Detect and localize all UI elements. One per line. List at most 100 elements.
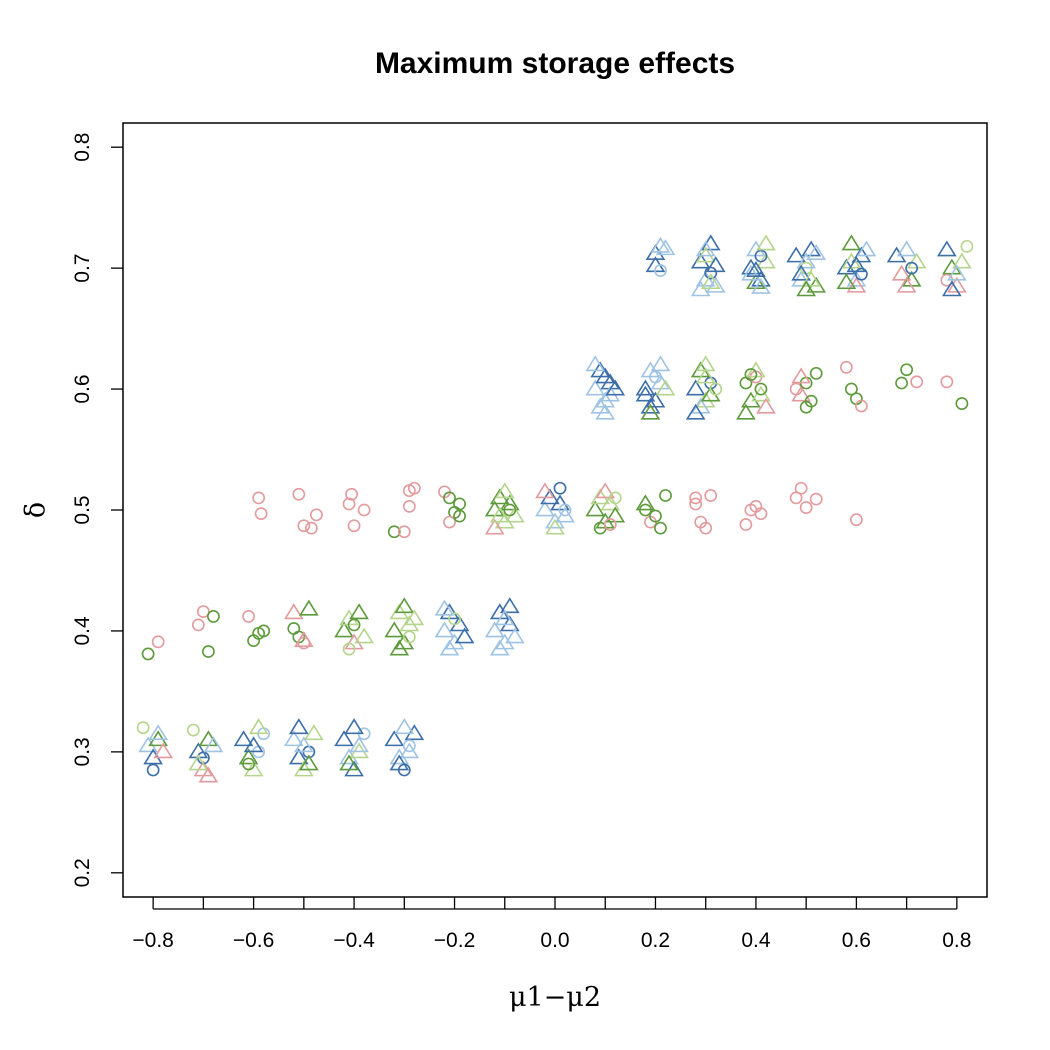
data-point [855,267,868,281]
data-point [294,736,314,753]
data-point [153,742,174,759]
data-point [799,501,813,514]
data-point [856,240,877,257]
data-point [608,491,622,505]
data-point [796,280,816,297]
data-point [287,622,301,635]
x-tick-label: 0.2 [641,929,670,952]
y-axis: 0.2 0.3 0.4 0.5 0.6 0.7 0.8 [71,133,123,887]
data-point [585,500,606,517]
data-point [585,355,606,372]
data-point [896,276,917,293]
data-point [791,385,811,402]
data-point [650,236,671,253]
data-point [345,487,358,501]
data-point [558,503,572,517]
data-point [736,403,756,420]
data-point [141,647,155,661]
data-point [756,234,776,251]
data-point [895,376,909,390]
data-point [188,754,209,771]
x-tick-label: 0.4 [741,929,771,952]
data-point [489,506,510,523]
data-point [394,597,415,614]
data-point [397,525,411,539]
data-point [705,276,726,293]
data-point [389,639,410,656]
data-point [739,518,753,531]
data-point [603,518,617,531]
data-point [555,506,575,523]
data-point [836,273,857,290]
data-point [900,363,914,377]
data-point [704,266,718,280]
y-tick-label: 0.2 [71,858,94,887]
data-point [695,240,716,257]
data-point [354,627,374,644]
data-point [196,605,210,618]
data-point [595,482,616,499]
data-point [791,264,811,281]
data-point [407,481,421,495]
data-point [891,264,912,281]
y-tick-label: 0.3 [71,737,94,766]
x-tick-label: −0.4 [333,929,375,952]
data-point [402,739,416,753]
data-point [791,367,811,384]
x-tick-label: −0.8 [132,929,173,952]
data-point [801,270,822,287]
data-point [434,599,455,616]
data-point [841,234,862,251]
data-point [283,730,304,747]
data-point [344,718,364,735]
data-point [201,645,215,658]
data-point [640,403,661,420]
data-point [238,748,259,765]
data-point [801,240,822,257]
data-point [605,379,626,396]
data-point [649,509,662,523]
data-point [292,487,306,501]
y-tick-label: 0.4 [71,616,94,646]
x-tick-label: −0.2 [434,929,475,952]
data-point [207,610,220,623]
data-point [404,609,425,626]
data-point [297,519,311,533]
data-point [448,612,461,626]
data-point [453,509,466,523]
data-point [942,280,962,297]
data-point [535,500,555,517]
data-point [484,621,505,638]
data-point [453,497,466,511]
data-point [947,276,967,293]
data-point [494,482,515,499]
data-point [741,258,761,275]
y-tick-label: 0.7 [71,254,94,283]
data-point [786,246,806,263]
data-point [294,631,314,648]
data-point [809,366,823,380]
data-point [503,503,517,517]
data-point [659,489,672,502]
data-point [186,723,200,737]
data-point [402,630,416,644]
data-point [489,639,510,656]
data-point [504,627,525,644]
data-point [394,718,415,735]
data-point [399,742,420,759]
data-point [402,499,416,513]
data-point [198,766,219,783]
data-point [695,355,716,372]
data-point [751,385,771,402]
y-tick-label: 0.5 [71,495,94,524]
data-point [242,610,255,623]
points-layer [136,234,974,783]
data-point [342,497,356,511]
data-point [342,642,356,656]
data-point [704,489,718,502]
data-point [685,379,706,396]
data-point [283,603,304,620]
data-point [695,367,716,384]
data-point [545,518,565,535]
